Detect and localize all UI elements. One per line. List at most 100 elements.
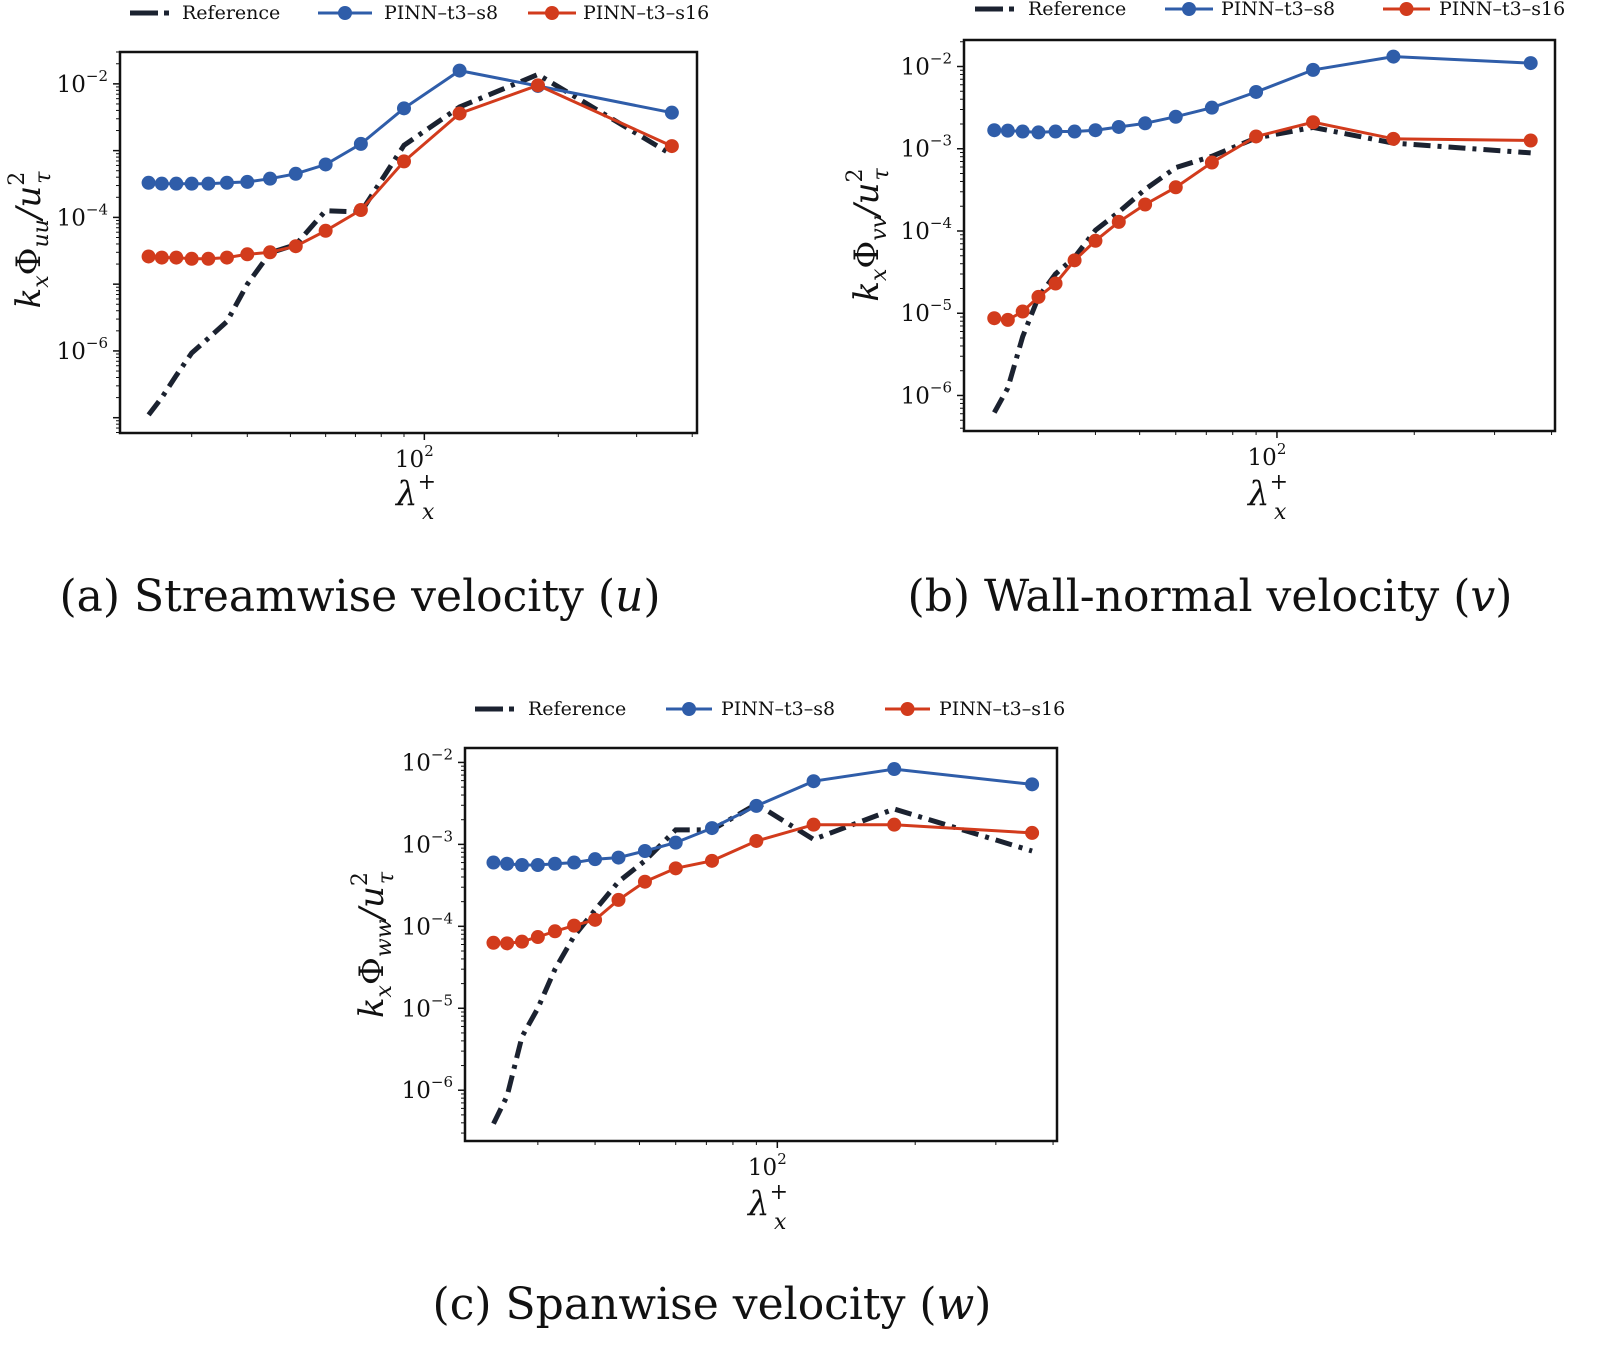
data-point: [1088, 123, 1103, 138]
y-tick-label: 10−5: [402, 991, 453, 1022]
data-point: [887, 817, 902, 832]
x-axis-label: λ+ x: [746, 1180, 788, 1235]
data-point: [452, 63, 467, 78]
data-point: [806, 774, 821, 789]
data-point: [530, 78, 545, 93]
data-point: [1249, 84, 1264, 99]
data-point: [887, 762, 902, 777]
data-point: [1386, 49, 1401, 64]
plot-frame: [118, 50, 699, 435]
y-tick-label: 10−4: [57, 200, 108, 231]
y-tick-label: 10−6: [402, 1073, 453, 1104]
data-point: [219, 250, 234, 265]
data-point: [1025, 825, 1040, 840]
subplot-caption: (c) Spanwise velocity (w): [433, 1279, 992, 1330]
plot-frame: [463, 746, 1059, 1143]
data-point: [664, 139, 679, 154]
data-point: [288, 239, 303, 254]
data-point: [169, 250, 184, 265]
data-point: [1168, 109, 1183, 124]
data-point: [1000, 123, 1015, 138]
data-point: [154, 176, 169, 191]
legend-label: Reference: [528, 698, 626, 720]
y-tick-label: 10−3: [402, 827, 453, 858]
data-point: [184, 251, 199, 266]
data-point: [1523, 133, 1538, 148]
data-point: [154, 250, 169, 265]
y-tick-label: 10−2: [402, 745, 453, 776]
y-tick-label: 10−2: [901, 50, 952, 81]
y-axis-label: kxΦuu/u2τ: [5, 171, 56, 309]
y-tick-label: 10−6: [901, 378, 952, 409]
data-point: [396, 101, 411, 116]
y-tick-label: 10−2: [57, 67, 108, 98]
data-point: [749, 798, 764, 813]
y-tick-label: 10−3: [901, 132, 952, 163]
data-point: [637, 844, 652, 859]
data-point: [500, 856, 515, 871]
data-point: [806, 817, 821, 832]
data-point: [1031, 289, 1046, 304]
reference-line: [146, 71, 674, 417]
data-point: [353, 136, 368, 151]
plot-frame: [962, 38, 1557, 433]
data-point: [263, 171, 278, 186]
data-point: [1249, 129, 1264, 144]
data-point: [263, 245, 278, 260]
legend-marker: [900, 702, 915, 716]
data-point: [353, 203, 368, 218]
legend-label: PINN–t3–s8: [721, 698, 835, 720]
data-point: [668, 861, 683, 876]
data-point: [1000, 312, 1015, 327]
legend-label: Reference: [182, 2, 280, 24]
data-point: [486, 935, 501, 950]
data-point: [611, 892, 626, 907]
data-point: [514, 858, 529, 873]
data-point: [987, 311, 1002, 326]
series-line-2: [994, 120, 1531, 322]
series-line-1: [493, 767, 1033, 867]
data-point: [1015, 304, 1030, 319]
legend-marker: [682, 702, 696, 716]
subplot-caption: (b) Wall-normal velocity (v): [908, 571, 1513, 622]
data-point: [201, 176, 216, 191]
data-point: [1048, 276, 1063, 291]
data-point: [141, 249, 156, 264]
y-axis-label: kxΦww/u2τ: [348, 871, 399, 1018]
data-point: [704, 821, 719, 836]
legend-label: PINN–t3–s8: [1221, 0, 1335, 20]
data-point: [141, 175, 156, 190]
subplot-caption: (a) Streamwise velocity (u): [59, 571, 660, 622]
data-point: [288, 166, 303, 181]
data-point: [1168, 180, 1183, 195]
data-point: [1138, 197, 1153, 212]
data-point: [547, 924, 562, 939]
data-point: [240, 247, 255, 262]
legend-label: PINN–t3–s16: [1439, 0, 1565, 20]
data-point: [1138, 116, 1153, 131]
data-point: [1067, 124, 1082, 139]
x-axis-label: λ+ x: [1246, 470, 1288, 525]
data-point: [1067, 253, 1082, 268]
data-point: [668, 835, 683, 850]
data-point: [1204, 100, 1219, 115]
data-point: [240, 174, 255, 189]
data-point: [1025, 777, 1040, 792]
x-tick-label: 102: [1248, 440, 1287, 471]
reference-line: [992, 124, 1531, 414]
data-point: [184, 176, 199, 191]
data-point: [452, 106, 467, 121]
data-point: [664, 105, 679, 120]
data-point: [1306, 115, 1321, 130]
reference-line: [491, 801, 1033, 1125]
data-point: [486, 855, 501, 870]
legend-marker: [338, 6, 352, 20]
series-line-1: [148, 69, 673, 186]
y-tick-label: 10−4: [901, 214, 952, 245]
y-tick-label: 10−4: [402, 909, 453, 940]
legend-label: PINN–t3–s16: [583, 2, 709, 24]
